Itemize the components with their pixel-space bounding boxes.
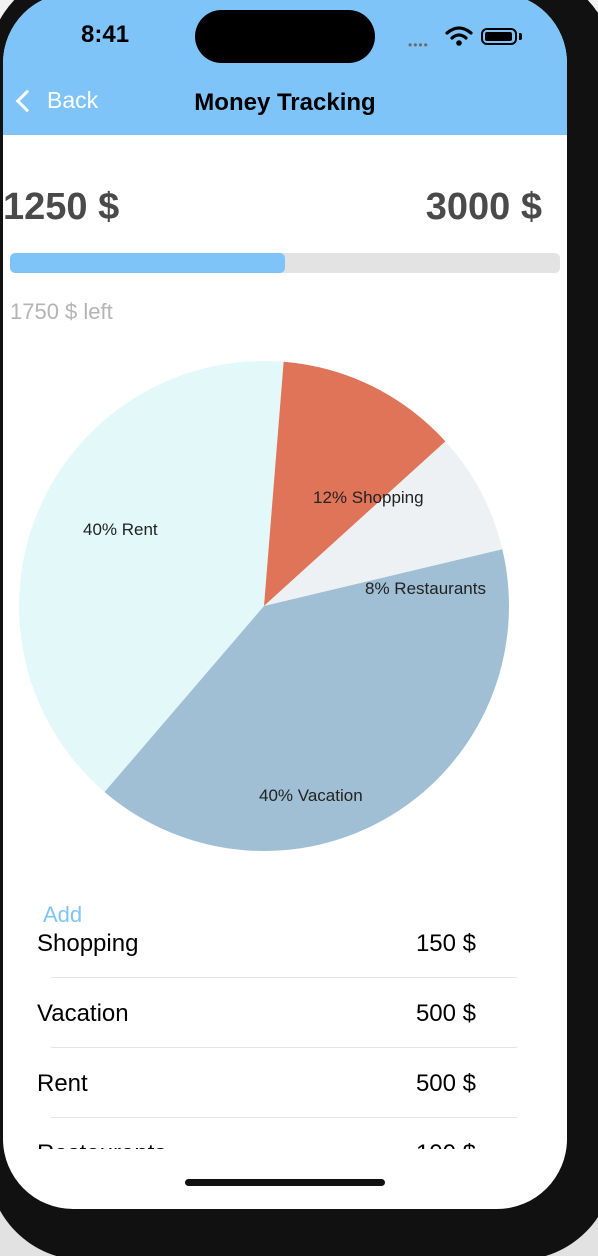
status-time: 8:41 xyxy=(81,21,130,48)
row-divider xyxy=(51,1047,517,1048)
pie-slice xyxy=(104,549,510,851)
expense-amount: 150 $ xyxy=(415,930,476,957)
expense-name: Shopping xyxy=(37,930,139,957)
pie-slice-label: 40% Rent xyxy=(83,520,158,539)
expense-amount: 100 $ xyxy=(416,1140,476,1149)
expense-name: Restaurants xyxy=(37,1140,166,1149)
spending-pie-chart: 40% Rent 12% Shopping 8% Restaurants 40% Va… xyxy=(18,360,510,851)
expense-amount: 500 $ xyxy=(415,1000,476,1027)
row-divider xyxy=(51,977,517,978)
nav-header: 8:41 •••• Back Money Tracking xyxy=(3,0,567,135)
pie-slice xyxy=(18,360,284,793)
remaining-amount: 1750 $ left xyxy=(10,299,113,324)
battery-cap xyxy=(519,33,522,40)
expense-row[interactable]: Vacation 500 $ xyxy=(3,978,567,1048)
expense-row[interactable]: Rent 500 $ xyxy=(3,1048,567,1118)
expense-name: Vacation xyxy=(37,1000,129,1027)
expense-row[interactable]: Restaurants 100 $ xyxy=(3,1118,567,1149)
signal-icon: •••• xyxy=(408,38,429,52)
pie-slice-label: 8% Restaurants xyxy=(365,579,486,598)
add-button[interactable]: Add xyxy=(43,902,83,927)
expense-list: Shopping 150 $ Vacation 500 $ Rent 500 $ Resta… xyxy=(3,908,567,1149)
expense-amount: 500 $ xyxy=(415,1070,476,1097)
back-label: Back xyxy=(47,87,99,113)
back-button[interactable]: Back xyxy=(13,87,98,114)
wifi-icon xyxy=(445,25,473,52)
budget-amount: 3000 $ xyxy=(425,186,542,228)
row-divider xyxy=(51,1117,517,1118)
budget-progress-bar xyxy=(10,253,560,273)
pie-slice-label: 12% Shopping xyxy=(313,488,424,507)
battery-icon xyxy=(481,28,517,45)
budget-progress-fill xyxy=(10,253,285,273)
page-title: Money Tracking xyxy=(194,89,376,116)
dynamic-island xyxy=(195,10,375,63)
expense-name: Rent xyxy=(37,1070,88,1097)
expense-row[interactable]: Shopping 150 $ xyxy=(3,908,567,978)
app-screen: 8:41 •••• Back Money Tracking 1250 $ 300… xyxy=(3,0,567,1209)
home-indicator[interactable] xyxy=(185,1179,385,1186)
spent-amount: 1250 $ xyxy=(3,186,120,228)
pie-slice xyxy=(264,441,503,606)
pie-slice-label: 40% Vacation xyxy=(259,786,363,805)
pie-slice xyxy=(264,361,446,606)
